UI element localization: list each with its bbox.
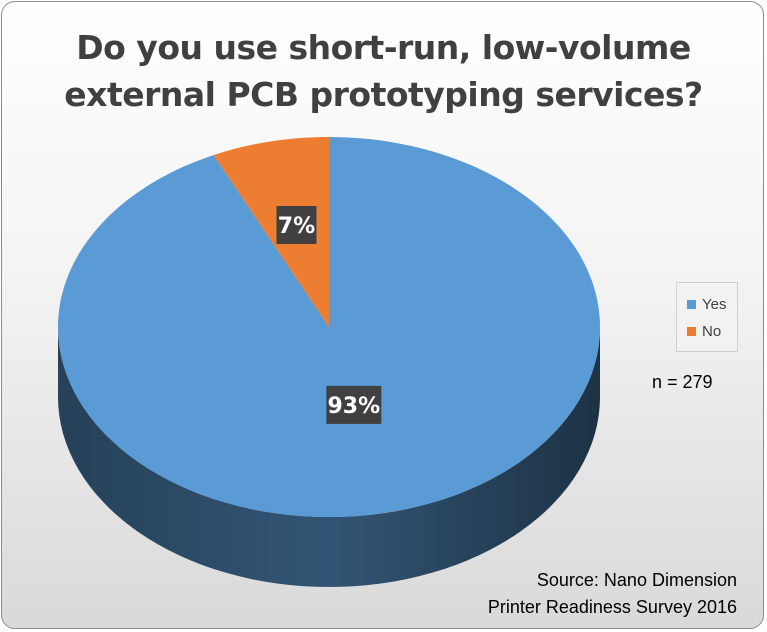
legend-label-yes: Yes [702, 296, 727, 313]
sample-size-note: n = 279 [652, 372, 713, 392]
legend-swatch-no [687, 327, 696, 336]
legend-item-yes: Yes [677, 291, 737, 318]
data-label-box-yes [326, 385, 382, 424]
legend-label-no: No [702, 323, 722, 340]
source-line-1: Source: Nano Dimension [536, 570, 737, 590]
data-label-yes: 93% [327, 394, 380, 419]
legend: Yes No [676, 282, 738, 352]
legend-swatch-yes [687, 300, 696, 309]
pie-slice-yes [57, 137, 600, 517]
data-label-box-no [276, 206, 317, 245]
pie-slice-no [213, 137, 329, 327]
legend-item-no: No [677, 318, 737, 345]
chart-title-line-2: external PCB prototyping services? [64, 75, 703, 114]
pie-side-wall [58, 327, 600, 587]
source-line-2: Printer Readiness Survey 2016 [487, 597, 737, 617]
chart-title: Do you use short-run, low-volume externa… [2, 24, 763, 118]
data-label-no: 7% [278, 214, 315, 239]
source-note: Source: Nano Dimension Printer Readiness… [488, 567, 737, 621]
chart-title-line-1: Do you use short-run, low-volume [76, 28, 691, 67]
